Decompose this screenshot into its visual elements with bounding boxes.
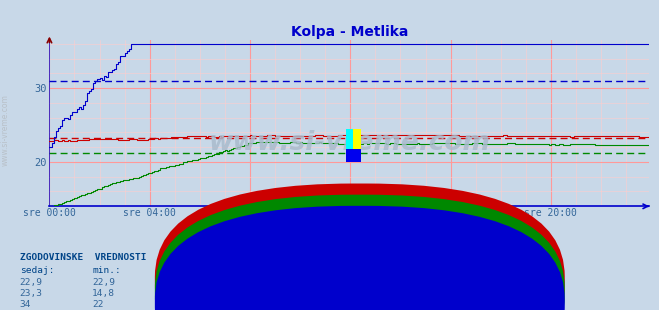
Bar [353, 129, 360, 149]
Text: 14,8: 14,8 [92, 289, 115, 298]
Text: www.si-vreme.com: www.si-vreme.com [208, 130, 490, 156]
Text: 22: 22 [92, 300, 103, 309]
Text: 35: 35 [224, 300, 235, 309]
Text: 22,9: 22,9 [20, 277, 43, 286]
Text: 24,0: 24,0 [224, 289, 247, 298]
Text: Meritve: povprečne  Enote: metrične  Črta: povprečje: Meritve: povprečne Enote: metrične Črta:… [167, 237, 492, 248]
Text: Slovenija / reke in morje.: Slovenija / reke in morje. [248, 214, 411, 224]
Text: 24,2: 24,2 [224, 277, 247, 286]
Text: maks.:: maks.: [224, 266, 258, 275]
Text: temperatura[C]: temperatura[C] [372, 277, 453, 286]
Text: pretok[m3/s]: pretok[m3/s] [372, 289, 442, 298]
Bar [346, 129, 353, 149]
Text: 31: 31 [158, 300, 169, 309]
Title: Kolpa - Metlika: Kolpa - Metlika [291, 25, 408, 39]
Text: 21,2: 21,2 [158, 289, 181, 298]
Text: višina[cm]: višina[cm] [372, 300, 430, 309]
Text: Kolpa - Metlika: Kolpa - Metlika [356, 266, 442, 275]
Text: 23,3: 23,3 [158, 277, 181, 286]
Text: 23,3: 23,3 [20, 289, 43, 298]
Text: zadnji dan / 5 minut.: zadnji dan / 5 minut. [264, 226, 395, 236]
Bar [346, 149, 360, 162]
Text: ZGODOVINSKE  VREDNOSTI  (črtkana črta):: ZGODOVINSKE VREDNOSTI (črtkana črta): [20, 253, 244, 262]
Text: 34: 34 [20, 300, 31, 309]
Text: sedaj:: sedaj: [20, 266, 54, 275]
Text: www.si-vreme.com: www.si-vreme.com [1, 94, 10, 166]
Text: povpr.:: povpr.: [158, 266, 198, 275]
Text: min.:: min.: [92, 266, 121, 275]
Text: 22,9: 22,9 [92, 277, 115, 286]
